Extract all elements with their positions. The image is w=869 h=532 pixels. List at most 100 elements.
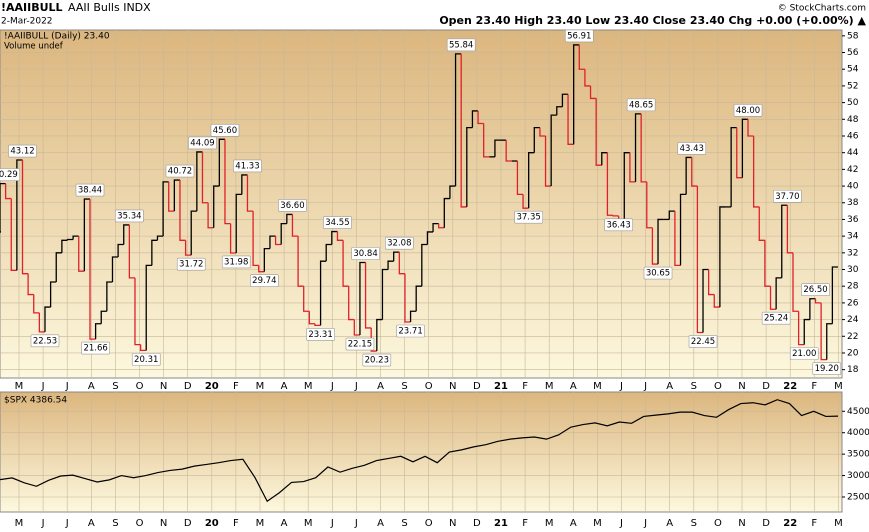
month-label: O <box>136 381 144 392</box>
step-segment <box>21 160 29 275</box>
step-segment <box>10 198 17 271</box>
step-segment <box>573 44 580 145</box>
y-tick-label: 38 <box>847 198 859 208</box>
label-box <box>30 334 60 348</box>
panel-bg <box>0 391 843 513</box>
step-segment <box>612 215 619 217</box>
data-label: 30.84 <box>353 249 377 259</box>
y-tick-label: 2500 <box>847 493 869 503</box>
step-segment <box>190 210 197 256</box>
step-segment <box>376 318 383 352</box>
step-segment <box>83 198 90 272</box>
step-segment <box>235 193 242 253</box>
month-label: S <box>401 518 407 529</box>
step-segment <box>674 211 681 266</box>
step-segment <box>184 240 192 256</box>
step-segment <box>38 312 45 333</box>
step-segment <box>409 310 417 323</box>
data-label: 44.09 <box>190 138 214 148</box>
step-segment <box>314 323 321 326</box>
source: © StockCharts.com <box>778 4 866 14</box>
data-label: 31.72 <box>179 260 203 270</box>
month-label: J <box>354 381 358 392</box>
step-segment <box>584 69 591 87</box>
step-segment <box>117 243 124 257</box>
month-label: 20 <box>205 381 219 392</box>
data-label: 20.31 <box>134 355 158 365</box>
data-label: 56.91 <box>567 31 591 41</box>
label-box <box>306 328 335 341</box>
step-segment <box>72 235 79 240</box>
month-label: S <box>112 381 118 392</box>
step-segment <box>49 281 57 308</box>
step-segment <box>578 44 585 70</box>
y-tick-label: 4500 <box>847 407 869 417</box>
month-label: D <box>184 381 192 392</box>
step-segment <box>505 140 512 162</box>
month-label: D <box>184 518 192 529</box>
step-segment <box>252 211 259 266</box>
step-segment <box>331 230 338 245</box>
label-box <box>131 353 161 366</box>
y-tick-label: 28 <box>847 282 859 292</box>
month-label: O <box>714 381 722 392</box>
symbol: !AAIIBULL <box>1 1 63 14</box>
step-segment <box>685 156 692 195</box>
step-segment <box>145 264 152 351</box>
step-segment <box>123 224 130 245</box>
month-label: D <box>473 518 481 529</box>
month-label: A <box>88 518 95 529</box>
month-label: S <box>401 381 407 392</box>
step-segment <box>139 344 147 352</box>
month-label: F <box>811 518 817 529</box>
label-box <box>446 38 476 52</box>
step-segment <box>691 157 698 187</box>
step-segment <box>336 231 344 241</box>
step-segment <box>781 204 788 278</box>
step-segment <box>595 98 602 166</box>
month-label: A <box>377 381 384 392</box>
legend: $SPX 4386.54 <box>4 396 67 406</box>
data-label: 23.31 <box>308 330 332 340</box>
step-segment <box>55 252 62 283</box>
y-tick-label: 3000 <box>847 471 869 481</box>
month-label: O <box>425 381 433 392</box>
step-segment <box>702 268 709 333</box>
step-segment <box>89 199 96 340</box>
step-segment <box>325 243 332 262</box>
month-label: A <box>281 518 288 529</box>
y-tick-label: 44 <box>847 148 859 158</box>
data-label: 40.72 <box>168 167 192 177</box>
month-label: M <box>545 381 554 392</box>
month-label: J <box>643 381 647 392</box>
label-box <box>812 362 842 375</box>
data-label: 31.98 <box>224 257 248 267</box>
step-segment <box>668 210 675 220</box>
step-segment <box>274 236 282 246</box>
step-segment <box>342 240 349 287</box>
month-label: J <box>65 381 69 392</box>
data-label: 22.53 <box>33 336 57 346</box>
label-box <box>81 341 110 355</box>
step-segment <box>483 123 490 158</box>
step-segment <box>443 197 450 228</box>
month-label: F <box>233 518 239 529</box>
month-label: 22 <box>783 381 797 392</box>
data-label: 48.00 <box>736 106 760 116</box>
label-box <box>626 98 656 112</box>
step-segment <box>359 261 366 336</box>
y-tick-label: 40 <box>847 182 859 192</box>
step-segment <box>370 327 377 352</box>
step-segment <box>544 135 552 187</box>
step-segment <box>280 222 287 245</box>
label-box <box>233 159 262 173</box>
step-segment <box>78 236 85 272</box>
step-segment <box>196 151 203 212</box>
label-box <box>643 266 673 280</box>
y-tick-label: 26 <box>847 298 859 308</box>
month-label: J <box>619 518 623 529</box>
step-segment <box>550 114 557 187</box>
label-box <box>514 210 543 224</box>
step-segment <box>634 113 642 182</box>
